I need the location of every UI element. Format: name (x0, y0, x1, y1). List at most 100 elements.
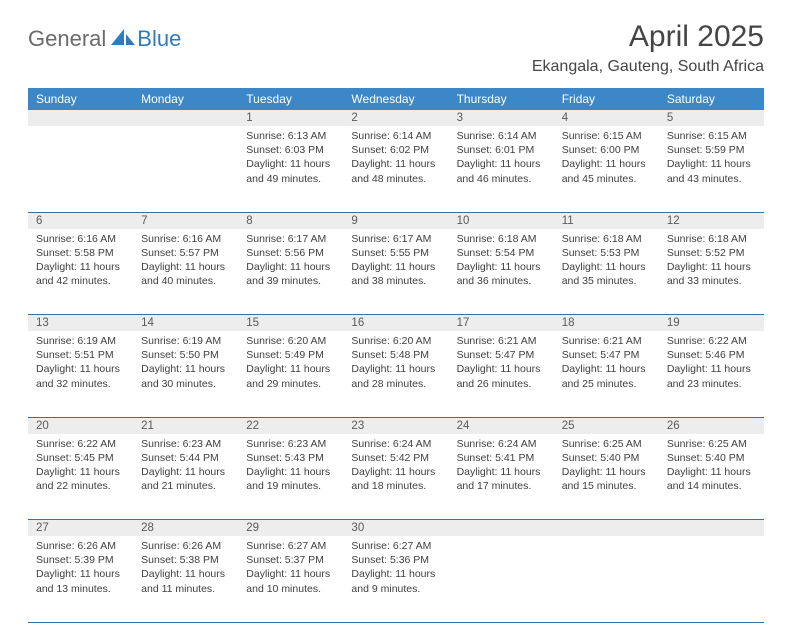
calendar-cell: Sunrise: 6:26 AMSunset: 5:38 PMDaylight:… (133, 536, 238, 622)
day-details: Sunrise: 6:16 AMSunset: 5:58 PMDaylight:… (28, 229, 133, 293)
day-details: Sunrise: 6:18 AMSunset: 5:52 PMDaylight:… (659, 229, 764, 293)
daynum-row: 27282930 (28, 520, 764, 537)
calendar-body: 12345Sunrise: 6:13 AMSunset: 6:03 PMDayl… (28, 110, 764, 622)
weekday-header: Sunday (28, 88, 133, 110)
day-number: 19 (659, 315, 764, 332)
calendar-cell: Sunrise: 6:23 AMSunset: 5:44 PMDaylight:… (133, 434, 238, 520)
day-details: Sunrise: 6:20 AMSunset: 5:49 PMDaylight:… (238, 331, 343, 395)
day-details: Sunrise: 6:18 AMSunset: 5:53 PMDaylight:… (554, 229, 659, 293)
weekday-header: Monday (133, 88, 238, 110)
weekday-header: Wednesday (343, 88, 448, 110)
calendar-cell: Sunrise: 6:16 AMSunset: 5:57 PMDaylight:… (133, 229, 238, 315)
calendar-cell: Sunrise: 6:20 AMSunset: 5:49 PMDaylight:… (238, 331, 343, 417)
calendar-cell (28, 126, 133, 212)
day-details: Sunrise: 6:24 AMSunset: 5:42 PMDaylight:… (343, 434, 448, 498)
day-number: 26 (659, 417, 764, 434)
calendar-table: Sunday Monday Tuesday Wednesday Thursday… (28, 88, 764, 623)
calendar-row: Sunrise: 6:26 AMSunset: 5:39 PMDaylight:… (28, 536, 764, 622)
day-details: Sunrise: 6:26 AMSunset: 5:39 PMDaylight:… (28, 536, 133, 600)
weekday-header: Saturday (659, 88, 764, 110)
logo-text-blue: Blue (137, 26, 181, 52)
logo-text-general: General (28, 26, 106, 52)
calendar-cell: Sunrise: 6:18 AMSunset: 5:53 PMDaylight:… (554, 229, 659, 315)
day-details: Sunrise: 6:13 AMSunset: 6:03 PMDaylight:… (238, 126, 343, 190)
day-details: Sunrise: 6:21 AMSunset: 5:47 PMDaylight:… (449, 331, 554, 395)
calendar-cell: Sunrise: 6:16 AMSunset: 5:58 PMDaylight:… (28, 229, 133, 315)
weekday-header: Thursday (449, 88, 554, 110)
day-number: 17 (449, 315, 554, 332)
title-block: April 2025 Ekangala, Gauteng, South Afri… (532, 20, 764, 76)
day-details: Sunrise: 6:23 AMSunset: 5:44 PMDaylight:… (133, 434, 238, 498)
day-number: 27 (28, 520, 133, 537)
calendar-row: Sunrise: 6:16 AMSunset: 5:58 PMDaylight:… (28, 229, 764, 315)
logo-sail-icon (111, 27, 135, 50)
calendar-cell: Sunrise: 6:25 AMSunset: 5:40 PMDaylight:… (554, 434, 659, 520)
day-number: 10 (449, 212, 554, 229)
day-details: Sunrise: 6:22 AMSunset: 5:45 PMDaylight:… (28, 434, 133, 498)
daynum-row: 13141516171819 (28, 315, 764, 332)
calendar-cell: Sunrise: 6:24 AMSunset: 5:42 PMDaylight:… (343, 434, 448, 520)
calendar-cell (659, 536, 764, 622)
day-number: 9 (343, 212, 448, 229)
calendar-cell: Sunrise: 6:20 AMSunset: 5:48 PMDaylight:… (343, 331, 448, 417)
calendar-cell (133, 126, 238, 212)
day-details: Sunrise: 6:26 AMSunset: 5:38 PMDaylight:… (133, 536, 238, 600)
day-number: 8 (238, 212, 343, 229)
calendar-row: Sunrise: 6:13 AMSunset: 6:03 PMDaylight:… (28, 126, 764, 212)
day-number: 16 (343, 315, 448, 332)
day-details: Sunrise: 6:14 AMSunset: 6:02 PMDaylight:… (343, 126, 448, 190)
calendar-cell (554, 536, 659, 622)
day-number: 30 (343, 520, 448, 537)
day-details: Sunrise: 6:16 AMSunset: 5:57 PMDaylight:… (133, 229, 238, 293)
day-number: 24 (449, 417, 554, 434)
calendar-cell: Sunrise: 6:25 AMSunset: 5:40 PMDaylight:… (659, 434, 764, 520)
day-number: 22 (238, 417, 343, 434)
day-number: 5 (659, 110, 764, 126)
calendar-cell: Sunrise: 6:22 AMSunset: 5:45 PMDaylight:… (28, 434, 133, 520)
calendar-cell: Sunrise: 6:14 AMSunset: 6:02 PMDaylight:… (343, 126, 448, 212)
day-number: 23 (343, 417, 448, 434)
day-number: 20 (28, 417, 133, 434)
calendar-cell: Sunrise: 6:21 AMSunset: 5:47 PMDaylight:… (554, 331, 659, 417)
month-title: April 2025 (532, 20, 764, 54)
day-details: Sunrise: 6:15 AMSunset: 5:59 PMDaylight:… (659, 126, 764, 190)
day-number: 2 (343, 110, 448, 126)
day-details: Sunrise: 6:18 AMSunset: 5:54 PMDaylight:… (449, 229, 554, 293)
calendar-cell: Sunrise: 6:27 AMSunset: 5:37 PMDaylight:… (238, 536, 343, 622)
day-details: Sunrise: 6:15 AMSunset: 6:00 PMDaylight:… (554, 126, 659, 190)
day-number (554, 520, 659, 537)
day-number: 18 (554, 315, 659, 332)
calendar-cell: Sunrise: 6:19 AMSunset: 5:50 PMDaylight:… (133, 331, 238, 417)
daynum-row: 12345 (28, 110, 764, 126)
day-number: 25 (554, 417, 659, 434)
day-details: Sunrise: 6:14 AMSunset: 6:01 PMDaylight:… (449, 126, 554, 190)
day-details: Sunrise: 6:21 AMSunset: 5:47 PMDaylight:… (554, 331, 659, 395)
day-details: Sunrise: 6:22 AMSunset: 5:46 PMDaylight:… (659, 331, 764, 395)
calendar-cell: Sunrise: 6:21 AMSunset: 5:47 PMDaylight:… (449, 331, 554, 417)
calendar-cell (449, 536, 554, 622)
day-number: 29 (238, 520, 343, 537)
day-number (133, 110, 238, 126)
weekday-header: Tuesday (238, 88, 343, 110)
day-number: 28 (133, 520, 238, 537)
calendar-cell: Sunrise: 6:15 AMSunset: 6:00 PMDaylight:… (554, 126, 659, 212)
calendar-row: Sunrise: 6:22 AMSunset: 5:45 PMDaylight:… (28, 434, 764, 520)
weekday-header-row: Sunday Monday Tuesday Wednesday Thursday… (28, 88, 764, 110)
location: Ekangala, Gauteng, South Africa (532, 58, 764, 76)
calendar-row: Sunrise: 6:19 AMSunset: 5:51 PMDaylight:… (28, 331, 764, 417)
calendar-cell: Sunrise: 6:17 AMSunset: 5:55 PMDaylight:… (343, 229, 448, 315)
day-details: Sunrise: 6:17 AMSunset: 5:56 PMDaylight:… (238, 229, 343, 293)
logo: General Blue (28, 26, 181, 52)
day-details: Sunrise: 6:27 AMSunset: 5:37 PMDaylight:… (238, 536, 343, 600)
day-number (28, 110, 133, 126)
daynum-row: 20212223242526 (28, 417, 764, 434)
calendar-cell: Sunrise: 6:22 AMSunset: 5:46 PMDaylight:… (659, 331, 764, 417)
calendar-cell: Sunrise: 6:19 AMSunset: 5:51 PMDaylight:… (28, 331, 133, 417)
calendar-cell: Sunrise: 6:15 AMSunset: 5:59 PMDaylight:… (659, 126, 764, 212)
day-number: 4 (554, 110, 659, 126)
day-number (659, 520, 764, 537)
day-number: 3 (449, 110, 554, 126)
day-number (449, 520, 554, 537)
calendar-cell: Sunrise: 6:18 AMSunset: 5:52 PMDaylight:… (659, 229, 764, 315)
day-number: 21 (133, 417, 238, 434)
